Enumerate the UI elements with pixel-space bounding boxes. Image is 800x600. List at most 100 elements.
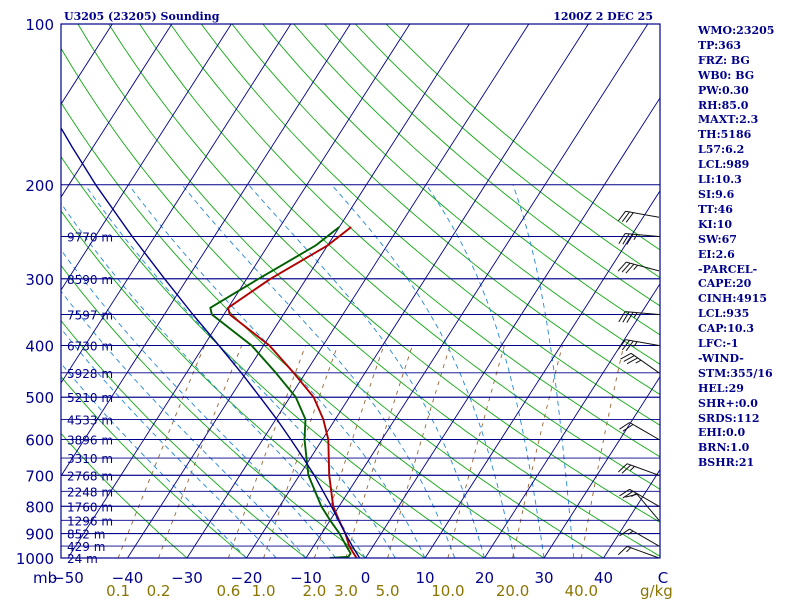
mixing-ratio-line [158,345,243,558]
height-label: 852 m [67,528,105,542]
wind-barb-feather [633,312,638,319]
isotherm [365,97,660,558]
mixing-ratio-label: 20.0 [496,582,529,600]
mixing-ratio-line [580,345,625,558]
mixing-ratio-label: 0.6 [216,582,240,600]
isotherm [61,24,173,198]
mixing-ratio-line [387,345,451,558]
isotherm [127,24,470,558]
index-item: FRZ: BG [698,53,750,67]
index-item: RH:85.0 [698,98,749,112]
wind-barb-feather [621,262,631,273]
index-item: WB0: BG [698,68,755,82]
wind-barb-feather [633,341,638,347]
index-item: LI:10.3 [698,173,742,187]
wind-barb [619,488,660,507]
wind-barb-feather [623,355,635,362]
index-item: BRN:1.0 [698,441,750,455]
index-item: EHI:0.0 [698,426,746,440]
wind-barb-staff [636,493,660,521]
isotherm [424,190,660,558]
wind-barb-feather [629,466,635,471]
wind-barb-staff [625,339,660,346]
wind-barb-feather [617,463,628,473]
wind-barb-feather [626,233,634,245]
moist-adiabat [61,362,247,558]
temperature-label: −30 [171,569,203,587]
mixing-ratio-label: 10.0 [431,582,464,600]
wind-barb [617,339,660,351]
isotherm [305,24,649,558]
pressure-label: 1000 [16,550,54,568]
temperature-label: 10 [415,569,434,587]
wind-barb [617,261,660,274]
wind-barb-feather [622,424,634,432]
index-item: PW:0.30 [698,83,749,97]
plot-frame [60,23,661,559]
wind-barb-staff [626,545,660,559]
wind-barb-feather [633,264,639,271]
isotherms [61,24,660,558]
wind-barb [617,545,660,559]
temperature-label: −40 [112,569,144,587]
wind-barb-feather [622,490,634,499]
wind-barb [617,210,660,223]
index-item: WMO:23205 [698,24,775,37]
isotherm [543,375,660,558]
mixing-ratio-axis-labels: 0.1 0.2 0.6 1.0 2.0 3.0 5.0 10.0 20.0 40.0 [106,582,598,600]
mixing-ratio-label: 1.0 [252,582,276,600]
wind-barb-feather [621,340,630,351]
index-item: TH:5186 [698,128,752,142]
wind-barb [618,311,660,323]
plot-area [61,24,660,558]
height-label: 1760 m [67,500,113,514]
wind-barb-feather [617,339,626,350]
height-label: 1296 m [67,514,113,528]
height-label: 6730 m [67,340,113,354]
isotherm [61,24,351,477]
height-label: 2248 m [67,485,113,499]
index-item: TT:46 [698,202,733,216]
wind-barb-feather [626,312,634,323]
height-label: 8590 m [67,273,113,287]
index-item: L57:6.2 [698,143,745,157]
dry-adiabat [139,24,660,490]
sounding-profiles [61,126,361,558]
wind-barb-staff [629,488,660,507]
index-item: BSHR:21 [698,456,755,470]
wind-barb-feather [625,212,634,223]
index-item: CAP:10.3 [698,322,755,336]
mixing-ratio-label: 0.2 [147,582,171,600]
index-item: SRDS:112 [698,411,760,425]
wind-barb [619,422,660,440]
wind-barb-staff [626,463,660,476]
wind-barb-staff [625,233,660,237]
wind-barb-feather [621,211,630,222]
height-label: 9770 m [67,231,113,245]
isotherm [61,24,232,291]
height-label: 4533 m [67,413,113,427]
wind-barb-feather [621,464,632,474]
index-item: SHR+:0.0 [698,396,758,410]
wind-barb-feather [618,311,626,323]
temperature-label: −10 [290,569,322,587]
temperature-profile [227,226,358,558]
mixing-ratio-label: 0.1 [106,582,130,600]
moist-adiabat [128,184,426,558]
temperature-label: −50 [52,569,84,587]
wind-barb-feather [619,528,630,537]
temperature-label: 30 [534,569,553,587]
dry-adiabat [61,264,366,558]
mixing-ratio-line [117,345,206,558]
moist-adiabat [512,184,575,558]
height-label: 3896 m [67,434,113,448]
mixing-ratio-line [313,345,385,558]
wind-barb-feather [631,492,637,498]
pressure-label: 500 [25,389,54,407]
wind-barbs [617,210,660,559]
pressure-label: 700 [25,467,54,485]
pressure-label: 200 [25,177,54,195]
wind-barb-feather [635,359,642,364]
temperature-axis-labels: −50 −40 −30 −20 −10 0 10 20 30 40 C [52,569,668,587]
